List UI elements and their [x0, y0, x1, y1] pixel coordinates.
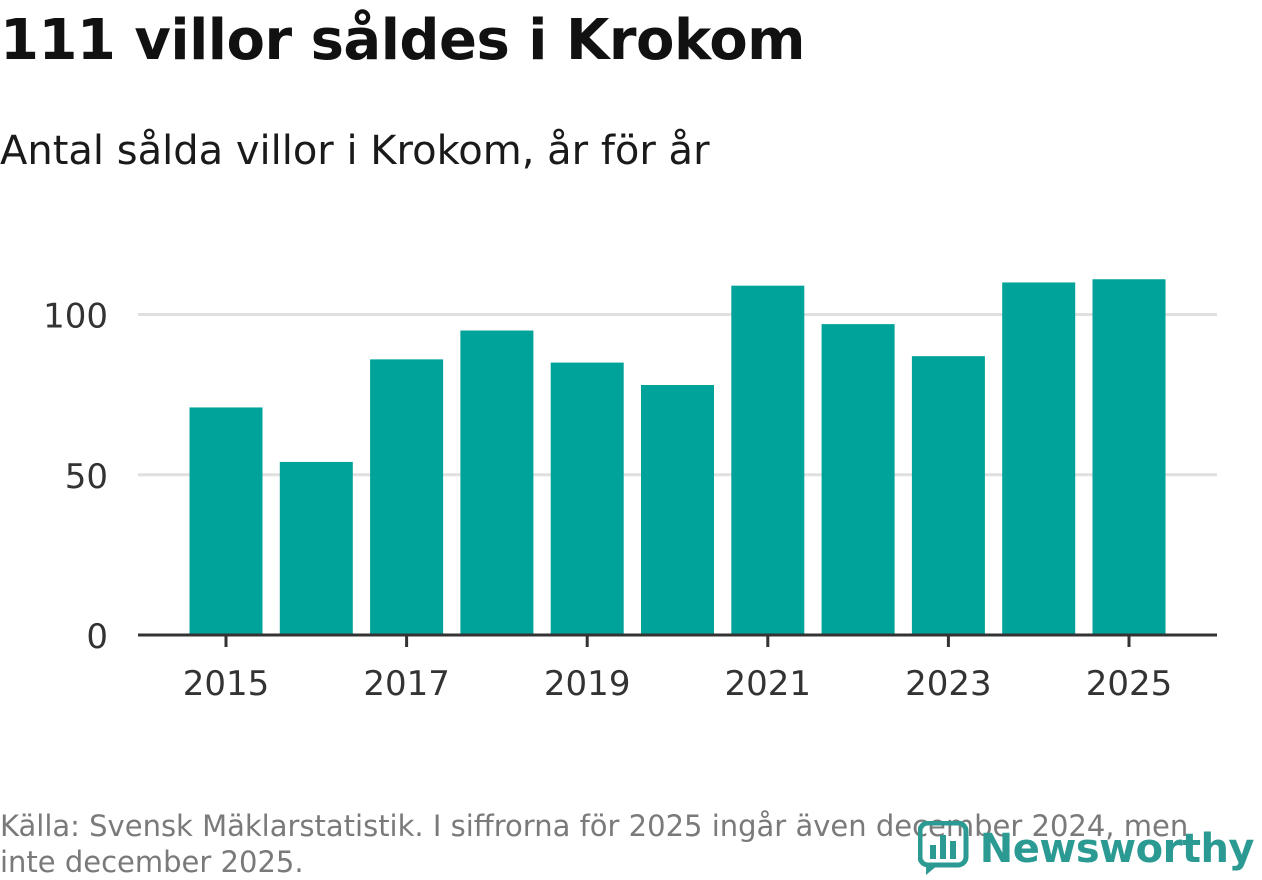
- bar-2018: [460, 330, 534, 635]
- x-tick-label-2015: 2015: [183, 664, 270, 704]
- bar-2025: [1092, 279, 1166, 635]
- chart-subtitle: Antal sålda villor i Krokom, år för år: [0, 128, 710, 174]
- x-tick-label-2023: 2023: [905, 664, 992, 704]
- bar-2019: [550, 362, 624, 635]
- bar-2020: [641, 385, 714, 635]
- bar-2017: [370, 359, 444, 635]
- bar-2021: [731, 285, 805, 635]
- x-tick-label-2025: 2025: [1086, 664, 1173, 704]
- logo-text: Newsworthy: [979, 826, 1255, 872]
- x-tick-label-2017: 2017: [363, 664, 450, 704]
- bar-2023: [911, 356, 985, 635]
- bar-chart: 0 50 100 2015 2017 2019 2021 2023 2025: [43, 279, 1217, 704]
- chart-title: 111 villor såldes i Krokom: [0, 8, 806, 73]
- bar-2024: [1002, 282, 1076, 635]
- source-note: Källa: Svensk Mäklarstatistik. I siffror…: [0, 809, 1189, 879]
- y-tick-label-100: 100: [43, 297, 108, 337]
- bar-2022: [821, 324, 895, 635]
- bar-2015: [189, 407, 263, 635]
- y-tick-label-0: 0: [86, 617, 108, 657]
- x-tick-label-2021: 2021: [725, 664, 812, 704]
- bar-2016: [279, 461, 353, 635]
- bar-chart-logo-icon: [917, 821, 969, 875]
- x-tick-label-2019: 2019: [544, 664, 631, 704]
- y-tick-label-50: 50: [65, 457, 108, 497]
- newsworthy-logo: Newsworthy: [917, 820, 1255, 878]
